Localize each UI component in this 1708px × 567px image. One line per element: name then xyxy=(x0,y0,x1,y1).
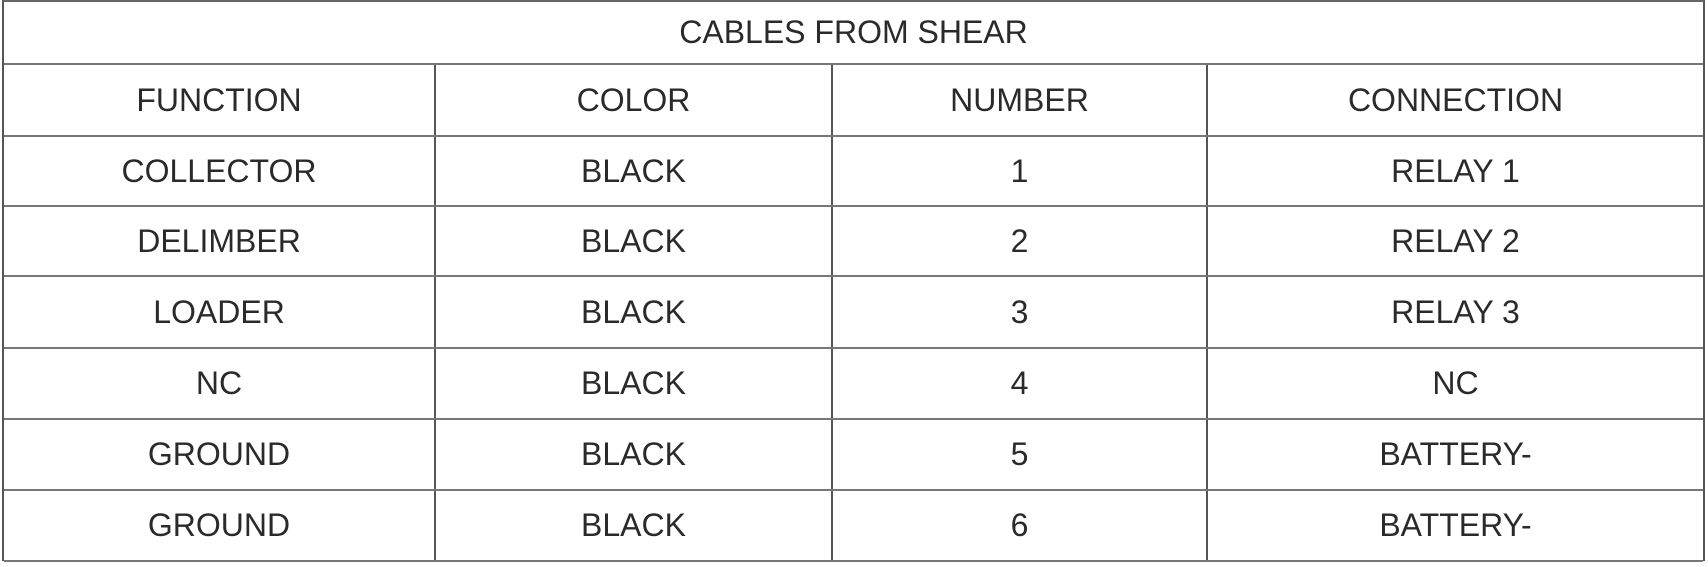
column-header: FUNCTION xyxy=(4,65,436,135)
table-row: LOADER BLACK 3 RELAY 3 xyxy=(4,277,1703,349)
table-cell: RELAY 1 xyxy=(1391,152,1520,189)
table-cell: BLACK xyxy=(436,349,833,418)
table-cell: BLACK xyxy=(436,277,833,347)
table-cell: 4 xyxy=(833,349,1208,418)
column-header: COLOR xyxy=(436,65,833,135)
column-header: NUMBER xyxy=(833,65,1208,135)
table-row: NC BLACK 4 NC xyxy=(4,349,1703,420)
table-cell: DELIMBER xyxy=(4,207,436,275)
table-cell: 1 xyxy=(833,137,1208,205)
table-cell: BLACK xyxy=(436,137,833,205)
table-cell: BATTERY- xyxy=(1379,507,1532,543)
table-cell: 3 xyxy=(833,277,1208,347)
table-cell: RELAY 2 xyxy=(1391,222,1520,259)
table-cell: BLACK xyxy=(436,491,833,560)
table-title: CABLES FROM SHEAR xyxy=(4,2,1703,65)
table-cell: BLACK xyxy=(436,207,833,275)
table-cell: COLLECTOR xyxy=(4,137,436,205)
table-cell: RELAY 3 xyxy=(1391,293,1520,330)
table-cell: NC xyxy=(1432,365,1479,401)
table-cell: LOADER xyxy=(4,277,436,347)
table-cell: NC xyxy=(4,349,436,418)
table-cell: GROUND xyxy=(4,491,436,560)
table-row: COLLECTOR BLACK 1 RELAY 1 xyxy=(4,137,1703,207)
table-row: GROUND BLACK 6 BATTERY- xyxy=(4,491,1703,562)
column-header: CONNECTION xyxy=(1347,81,1564,118)
table-row: GROUND BLACK 5 BATTERY- xyxy=(4,420,1703,491)
header-row: FUNCTION COLOR NUMBER CONNECTION xyxy=(4,65,1703,137)
table-cell: 6 xyxy=(833,491,1208,560)
table-row: DELIMBER BLACK 2 RELAY 2 xyxy=(4,207,1703,277)
table-cell: BATTERY- xyxy=(1379,436,1532,472)
table-cell: 5 xyxy=(833,420,1208,489)
table-cell: 2 xyxy=(833,207,1208,275)
table-cell: GROUND xyxy=(4,420,436,489)
table-cell: BLACK xyxy=(436,420,833,489)
